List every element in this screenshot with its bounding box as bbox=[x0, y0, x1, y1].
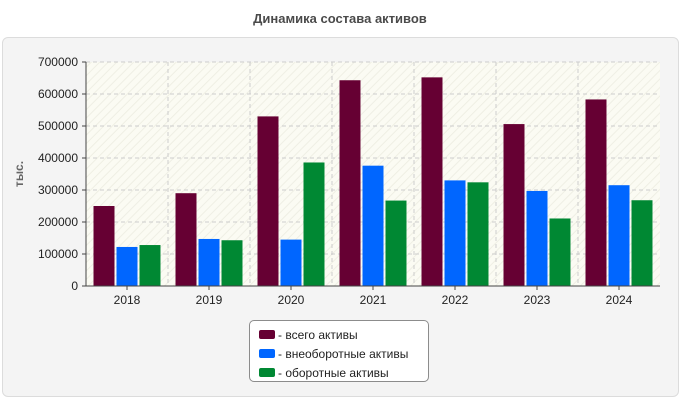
x-tick-label: 2022 bbox=[442, 293, 469, 307]
y-tick-label: 400000 bbox=[38, 151, 78, 165]
bar-2020-series-1 bbox=[257, 116, 279, 287]
y-tick-label: 100000 bbox=[38, 247, 78, 261]
y-tick-labels: 0 100000 200000 300000 400000 500000 600000 700… bbox=[38, 55, 78, 293]
x-tick-label: 2024 bbox=[606, 293, 633, 307]
legend-swatch-total bbox=[259, 330, 275, 339]
bar-2018-series-3 bbox=[139, 245, 161, 286]
legend-label-noncurrent: - внеоборотные активы bbox=[278, 346, 409, 361]
bar-2021-series-1 bbox=[339, 80, 361, 287]
bar-2019-series-2 bbox=[198, 238, 220, 286]
bar-2022-series-2 bbox=[444, 180, 466, 286]
legend-label-total: - всего активы bbox=[278, 327, 358, 342]
bars bbox=[93, 77, 653, 287]
legend-swatch-current bbox=[259, 368, 275, 377]
chart-title: Динамика состава активов bbox=[253, 11, 427, 26]
bar-2018-series-2 bbox=[116, 246, 138, 286]
bar-2022-series-3 bbox=[467, 182, 489, 286]
bar-2020-series-3 bbox=[303, 162, 325, 286]
x-tick-label: 2021 bbox=[360, 293, 387, 307]
x-tick-label: 2018 bbox=[114, 293, 141, 307]
legend-item-current: - оборотные активы bbox=[259, 363, 428, 382]
bar-2023-series-2 bbox=[526, 190, 548, 286]
legend: - всего активы - внеоборотные активы - о… bbox=[249, 320, 429, 382]
y-tick-label: 500000 bbox=[38, 119, 78, 133]
bar-2024-series-2 bbox=[608, 185, 630, 286]
x-tick-labels: 2018 2019 2020 2021 2022 2023 2024 bbox=[114, 286, 633, 307]
x-tick-label: 2020 bbox=[278, 293, 305, 307]
bar-2023-series-3 bbox=[549, 218, 571, 286]
bar-2020-series-2 bbox=[280, 239, 302, 286]
bar-2021-series-2 bbox=[362, 165, 384, 286]
y-axis-label: тыс. bbox=[12, 161, 26, 187]
bar-2023-series-1 bbox=[503, 124, 525, 286]
y-tick-label: 700000 bbox=[38, 55, 78, 69]
y-tick-label: 200000 bbox=[38, 215, 78, 229]
bar-2018-series-1 bbox=[93, 206, 115, 286]
bar-2022-series-1 bbox=[421, 77, 443, 286]
bar-2019-series-3 bbox=[221, 240, 243, 286]
legend-item-total: - всего активы bbox=[259, 325, 428, 344]
bar-2019-series-1 bbox=[175, 193, 197, 286]
legend-item-noncurrent: - внеоборотные активы bbox=[259, 344, 428, 363]
bar-2024-series-3 bbox=[631, 200, 653, 286]
x-tick-label: 2019 bbox=[196, 293, 223, 307]
y-tick-label: 300000 bbox=[38, 183, 78, 197]
bar-2024-series-1 bbox=[585, 99, 607, 286]
y-tick-label: 600000 bbox=[38, 87, 78, 101]
legend-label-current: - оборотные активы bbox=[278, 365, 389, 380]
legend-swatch-noncurrent bbox=[259, 349, 275, 358]
x-tick-label: 2023 bbox=[524, 293, 551, 307]
bar-2021-series-3 bbox=[385, 200, 407, 286]
y-tick-label: 0 bbox=[71, 279, 78, 293]
